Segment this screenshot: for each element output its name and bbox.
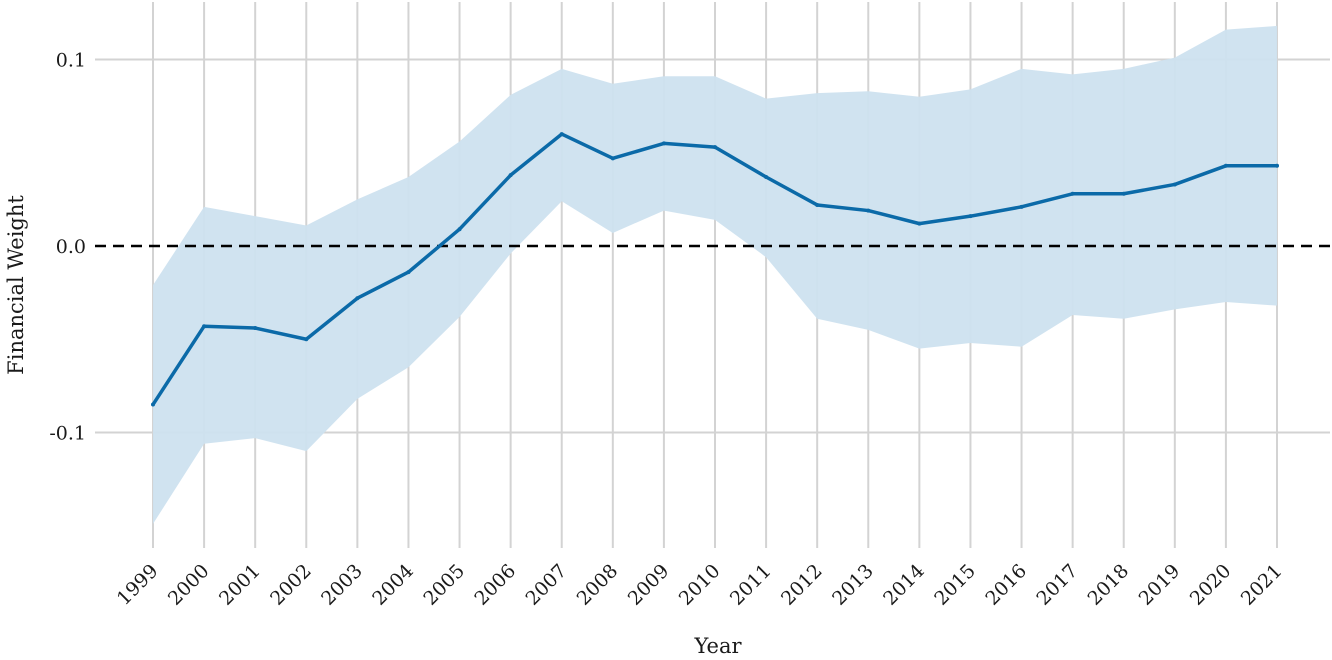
y-tick-label: -0.1 <box>49 423 86 445</box>
y-tick-labels: -0.1 0.0 0.1 <box>49 50 86 445</box>
data-point-2018 <box>1121 191 1126 196</box>
x-tick-labels: 1999 2000 2001 2002 2003 2004 2005 2006 2007 2008… <box>113 560 1287 610</box>
x-tick-label: 2020 <box>1186 560 1236 610</box>
data-point-2006 <box>508 173 513 178</box>
data-point-2017 <box>1070 191 1075 196</box>
data-point-2019 <box>1172 182 1177 187</box>
x-tick-label: 2021 <box>1237 560 1287 610</box>
x-tick-label: 2016 <box>981 560 1031 610</box>
data-point-2010 <box>713 145 717 150</box>
x-tick-label: 2015 <box>930 560 980 610</box>
x-tick-label: 2007 <box>522 560 572 610</box>
x-tick-label: 2004 <box>368 560 418 610</box>
x-tick-label: 2002 <box>266 560 316 610</box>
x-tick-label: 2001 <box>215 560 265 610</box>
confidence-band <box>153 25 1277 524</box>
data-point-2007 <box>559 132 564 137</box>
data-point-2014 <box>917 221 922 226</box>
data-point-2020 <box>1223 163 1228 168</box>
confidence-band-layer <box>153 25 1277 524</box>
x-axis-label: Year <box>693 634 742 658</box>
data-point-2011 <box>764 174 769 179</box>
y-tick-label: 0.0 <box>56 236 86 258</box>
x-tick-label: 2006 <box>470 560 520 610</box>
x-tick-label: 2017 <box>1032 560 1082 610</box>
data-point-2000 <box>202 324 207 329</box>
data-point-2012 <box>815 202 820 207</box>
data-point-2002 <box>304 337 309 342</box>
data-point-2009 <box>661 141 666 146</box>
x-tick-label: 1999 <box>113 560 163 610</box>
x-tick-label: 2011 <box>726 560 776 610</box>
x-tick-label: 2014 <box>879 560 929 610</box>
x-tick-label: 2000 <box>164 560 214 610</box>
x-tick-label: 2013 <box>828 560 878 610</box>
x-tick-label: 2018 <box>1084 560 1134 610</box>
x-tick-label: 2008 <box>573 560 623 610</box>
x-tick-label: 2010 <box>675 560 725 610</box>
y-axis-label: Financial Weight <box>4 195 28 375</box>
y-tick-label: 0.1 <box>56 50 86 72</box>
data-point-2003 <box>355 296 360 301</box>
series-line-layer <box>151 132 1279 407</box>
data-point-1999 <box>151 402 155 407</box>
x-tick-label: 2009 <box>624 560 674 610</box>
data-point-2001 <box>253 326 258 331</box>
data-point-2005 <box>457 227 462 232</box>
data-point-2013 <box>866 208 871 213</box>
data-point-2016 <box>1019 204 1024 209</box>
data-point-2004 <box>406 270 411 275</box>
data-point-2008 <box>610 156 615 161</box>
x-tick-label: 2012 <box>777 560 827 610</box>
data-point-2015 <box>968 214 973 219</box>
x-tick-label: 2005 <box>419 560 469 610</box>
data-point-2021 <box>1275 163 1279 168</box>
x-tick-label: 2019 <box>1135 560 1185 610</box>
x-tick-label: 2003 <box>317 560 367 610</box>
